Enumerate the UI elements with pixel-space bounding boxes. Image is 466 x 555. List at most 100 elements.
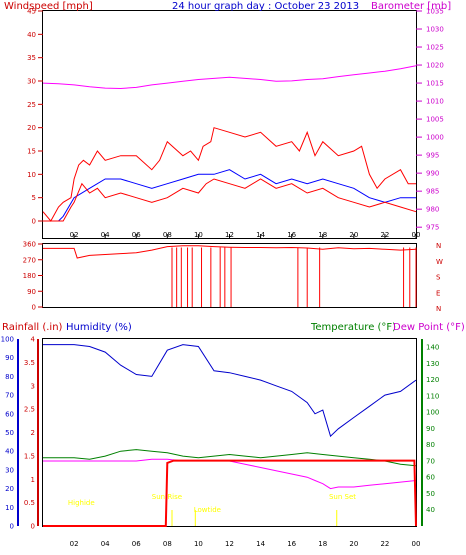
- baro-tick-label: 1010: [426, 98, 444, 106]
- time-tick-label: 04: [101, 231, 110, 239]
- time-tick-label: 08: [163, 231, 172, 239]
- baro-tick-label: 1000: [426, 134, 444, 142]
- direction-tick-label: 360: [23, 241, 36, 249]
- time-tick-label: 18: [318, 540, 327, 548]
- rainfall-axis-label: Rainfall (.in): [2, 322, 63, 333]
- humidity-tick-label: 20: [5, 485, 14, 493]
- humidity-tick-label: 0: [10, 523, 14, 531]
- time-tick-label: 12: [225, 231, 234, 239]
- gust-line: [42, 127, 416, 222]
- rain-panel-frame: [42, 338, 417, 527]
- temp-tick-label: 80: [426, 441, 435, 449]
- wind-tick-label: 40: [27, 31, 36, 39]
- baro-tick-label: 990: [426, 170, 439, 178]
- direction-line: [43, 245, 417, 259]
- compass-label: N: [436, 242, 441, 250]
- time-tick-label: 00: [412, 540, 421, 548]
- temperature-line: [43, 449, 417, 467]
- rain-tick-label: 1.5: [24, 452, 35, 460]
- rain-tick-label: 0.5: [24, 499, 35, 507]
- wind-line: [43, 178, 417, 222]
- time-tick-label: 14: [256, 231, 265, 239]
- wind-tick-label: 35: [27, 54, 36, 62]
- time-tick-label: 14: [256, 540, 265, 548]
- temp-tick-label: 90: [426, 425, 435, 433]
- lowtide-label: Lowtide: [194, 506, 221, 514]
- temp-tick-label: 110: [426, 392, 439, 400]
- humidity-tick-label: 40: [5, 448, 14, 456]
- time-tick-label: 02: [70, 540, 79, 548]
- humidity-axis-label: Humidity (%): [66, 322, 132, 333]
- humidity-tick-label: 80: [5, 373, 14, 381]
- rain-tick-label: 3: [31, 382, 35, 390]
- humidity-tick-label: 50: [5, 429, 14, 437]
- wind-tick-label: 0: [32, 218, 36, 226]
- time-tick-label: 18: [318, 231, 327, 239]
- baro-tick-label: 1030: [426, 26, 444, 34]
- time-tick-label: 20: [349, 540, 358, 548]
- time-tick-label: 22: [380, 540, 389, 548]
- baro-tick-label: 1020: [426, 62, 444, 70]
- rain-tick-label: 4: [31, 336, 36, 344]
- windspeed-axis-label: Windspeed [mph]: [4, 1, 93, 12]
- rain-tick-label: 0: [31, 523, 35, 531]
- time-tick-label: 08: [163, 540, 172, 548]
- wind-tick-label: 25: [27, 101, 36, 109]
- direction-tick-label: 180: [23, 272, 36, 280]
- temp-tick-label: 130: [426, 360, 439, 368]
- time-tick-label: 06: [132, 540, 141, 548]
- time-tick-label: 02: [70, 231, 79, 239]
- baro-tick-label: 1035: [426, 8, 444, 16]
- baro-tick-label: 1015: [426, 80, 444, 88]
- rain-line: [43, 459, 417, 527]
- time-tick-label: 12: [225, 540, 234, 548]
- sunset-label: Sun Set: [329, 493, 356, 501]
- baro-tick-label: 1005: [426, 116, 444, 124]
- wind-tick-label: 30: [27, 78, 36, 86]
- barometer-axis-label: Barometer [mb]: [371, 1, 451, 12]
- time-tick-label: 10: [194, 540, 203, 548]
- compass-label: W: [436, 258, 443, 266]
- wind-tick-label: 20: [27, 124, 36, 132]
- humidity-tick-label: 90: [5, 354, 14, 362]
- compass-label: S: [436, 274, 441, 282]
- humidity-tick-label: 100: [1, 336, 14, 344]
- compass-label: E: [436, 289, 440, 297]
- baro-tick-label: 975: [426, 224, 439, 232]
- baro-tick-label: 985: [426, 188, 439, 196]
- time-tick-label: 06: [132, 231, 141, 239]
- sunrise-label: Sun Rise: [152, 493, 182, 501]
- compass-label: N: [436, 305, 441, 313]
- rain-tick-label: 3.5: [24, 359, 35, 367]
- temp-tick-label: 40: [426, 506, 435, 514]
- wind-tick-label: 5: [32, 194, 36, 202]
- wind-tick-label: 45: [27, 8, 36, 16]
- time-tick-label: 22: [380, 231, 389, 239]
- humidity-line: [43, 344, 417, 438]
- humidity-tick-label: 70: [5, 392, 14, 400]
- direction-tick-label: 270: [23, 256, 36, 264]
- direction-tick-label: 0: [32, 304, 36, 312]
- chart-title: 24 hour graph day : October 23 2013: [172, 1, 359, 12]
- rain-tick-label: 2: [31, 429, 35, 437]
- wind-panel-frame: [42, 10, 417, 239]
- time-tick-label: 04: [101, 540, 110, 548]
- rain-tick-label: 1: [31, 476, 35, 484]
- humidity-tick-label: 30: [5, 466, 14, 474]
- temp-tick-label: 50: [426, 490, 435, 498]
- time-tick-label: 20: [349, 231, 358, 239]
- time-tick-label: 16: [287, 540, 296, 548]
- time-tick-label: 00: [412, 231, 421, 239]
- temp-tick-label: 70: [426, 457, 435, 465]
- wind-tick-label: 10: [27, 171, 36, 179]
- avg_wind-line: [43, 169, 416, 222]
- chart-marks: 0510152025303540459759809859909951000100…: [1, 8, 444, 549]
- direction-panel-frame: [42, 243, 417, 308]
- temp-tick-label: 100: [426, 409, 439, 417]
- baro-tick-label: 1025: [426, 44, 444, 52]
- time-tick-label: 16: [287, 231, 296, 239]
- dewpoint-axis-label: Dew Point (°F): [393, 322, 465, 333]
- barometer-line: [42, 65, 417, 90]
- baro-tick-label: 980: [426, 206, 439, 214]
